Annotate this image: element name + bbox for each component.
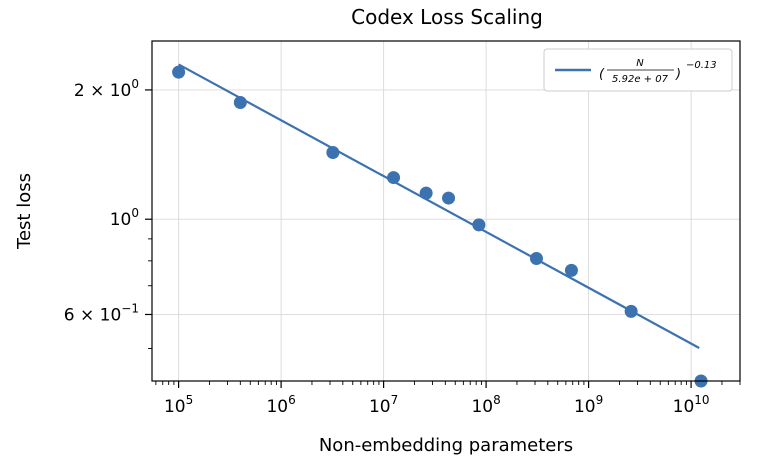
data-point	[387, 171, 401, 185]
data-point	[564, 263, 578, 277]
fit-line-layer	[178, 63, 700, 349]
power-law-fit-line	[178, 63, 700, 349]
x-tick-label: 106	[266, 393, 295, 417]
y-tick-label: 2 × 100	[74, 77, 139, 101]
data-point	[233, 95, 247, 109]
y-tick-label: 6 × 10−1	[64, 301, 139, 325]
data-point	[472, 218, 486, 232]
chart-title: Codex Loss Scaling	[351, 5, 543, 29]
data-point	[624, 304, 638, 318]
y-axis-label: Test loss	[14, 173, 35, 250]
y-tick-label: 100	[110, 206, 139, 230]
legend-numerator: N	[636, 58, 644, 69]
y-axis-ticks: 2 × 100 100 6 × 10−1	[64, 77, 152, 349]
scatter-points-layer	[172, 65, 708, 388]
x-axis-label: Non-embedding parameters	[319, 435, 573, 456]
x-tick-label: 107	[369, 393, 398, 417]
plot-frame	[151, 40, 741, 382]
legend: ( N 5.92e + 07 ) −0.13	[543, 48, 733, 92]
x-tick-label: 108	[471, 393, 500, 417]
x-tick-label: 105	[164, 393, 193, 417]
legend-open-paren: (	[599, 67, 605, 82]
data-point	[442, 191, 456, 205]
legend-denominator: 5.92e + 07	[612, 74, 669, 85]
data-point	[419, 186, 433, 200]
legend-exponent: −0.13	[686, 60, 717, 71]
x-tick-label: 1010	[673, 393, 710, 417]
data-point	[172, 65, 186, 79]
data-point	[326, 145, 340, 159]
legend-close-paren: )	[675, 67, 681, 82]
x-axis-ticks: 105 106 107 108 109 1010	[155, 381, 741, 417]
x-tick-label: 109	[574, 393, 603, 417]
data-point	[529, 252, 543, 266]
